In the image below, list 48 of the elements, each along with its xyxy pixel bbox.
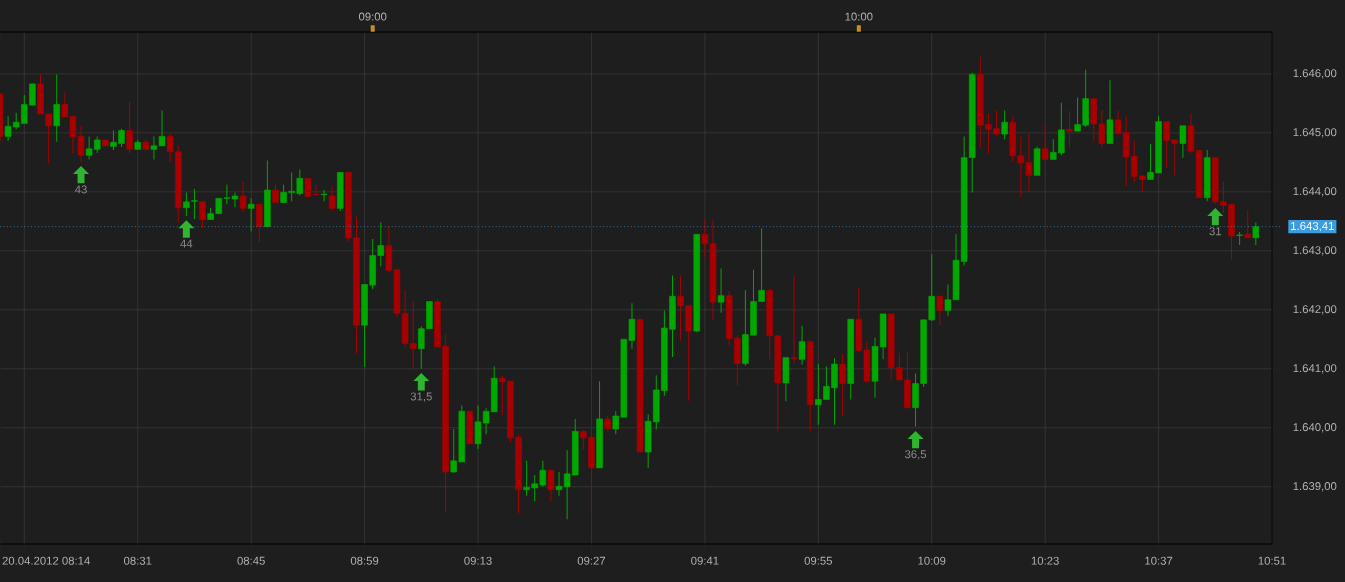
x-tick-label: 09:13 [464, 556, 492, 565]
candlestick [1106, 79, 1114, 144]
x2-tick-label: 09:00 [358, 12, 387, 21]
candlestick [1244, 210, 1251, 239]
y-tick-label: 1.646,00 [1293, 69, 1337, 79]
candlestick [1179, 125, 1187, 159]
x-tick-label: 20.04.2012 08:14 [2, 556, 90, 565]
x-tick-label: 09:27 [577, 556, 606, 565]
x-tick-label: 08:59 [350, 556, 379, 565]
candlestick [1001, 109, 1008, 140]
x-tick-label: 10:37 [1145, 556, 1173, 565]
x-tick-label: 08:31 [123, 556, 152, 565]
x-tick-label: 09:55 [804, 556, 833, 565]
candlestick [256, 203, 263, 243]
y-tick-label: 1.641,00 [1293, 364, 1337, 374]
candlestick [247, 197, 255, 232]
y-tick-label: 1.644,00 [1293, 187, 1337, 197]
candlestick [936, 295, 944, 326]
y-tick-label: 1.639,00 [1293, 482, 1337, 492]
x2-tick-label: 10:00 [845, 12, 873, 21]
annotation: 43 [74, 185, 87, 194]
candlestick [1252, 222, 1260, 246]
x-tick-label: 10:09 [918, 556, 946, 565]
candlestick [839, 353, 846, 416]
x-tick-label: 10:51 [1258, 556, 1286, 565]
y-tick-label: 1.643,00 [1293, 246, 1337, 256]
x-tick-label: 09:41 [691, 556, 719, 565]
annotation: 44 [180, 239, 193, 248]
candlestick [199, 201, 206, 229]
candlestick [239, 181, 247, 213]
candlestick [717, 268, 725, 314]
candlestick [328, 186, 336, 212]
candlestick [790, 275, 798, 364]
candlestick [547, 469, 555, 502]
x-tick-label: 10:23 [1031, 556, 1059, 565]
candlestick [53, 73, 60, 143]
annotation: 31 [1209, 227, 1222, 236]
annotation: 36,5 [904, 450, 927, 460]
candlestick [126, 101, 133, 154]
candlestick [1066, 110, 1073, 148]
x-tick-label: 08:45 [237, 556, 265, 565]
candlestick [798, 325, 806, 366]
y-tick-label: 1.640,00 [1293, 423, 1337, 433]
ref-line-label: 1.643,41 [1291, 221, 1334, 232]
annotation: 31,5 [410, 392, 432, 402]
y-tick-label: 1.645,00 [1293, 128, 1337, 138]
candlestick [1041, 123, 1049, 163]
y-tick-label: 1.642,00 [1293, 305, 1337, 315]
